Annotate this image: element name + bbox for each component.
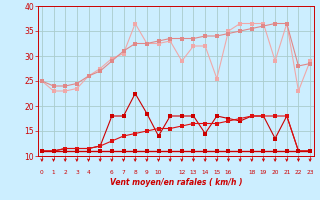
X-axis label: Vent moyen/en rafales ( km/h ): Vent moyen/en rafales ( km/h ): [110, 178, 242, 187]
